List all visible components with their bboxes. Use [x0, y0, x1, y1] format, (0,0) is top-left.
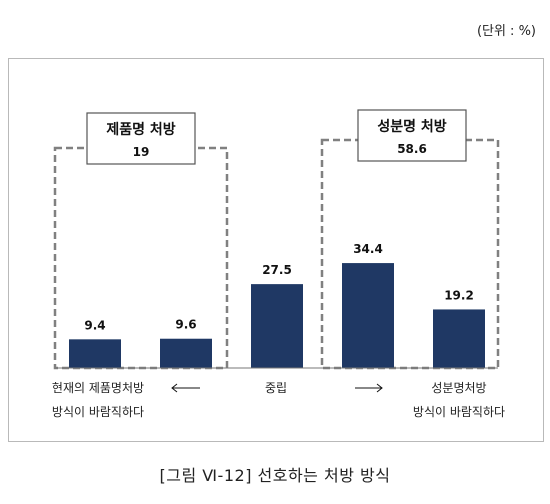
- generic-name-label-box: [357, 109, 467, 162]
- generic-name-total: 58.6: [397, 142, 427, 156]
- unit-label: (단위 : %): [476, 24, 536, 39]
- right-arrow-icon: [355, 383, 383, 393]
- product-name-total: 19: [133, 145, 150, 159]
- product-name-group-box: [53, 146, 229, 370]
- bar-value-label-4: 19.2: [444, 288, 474, 302]
- xtick-label-left-1: 현재의 제품명처방: [52, 381, 144, 395]
- xtick-label-right-2: 방식이 바람직하다: [413, 405, 505, 419]
- xtick-label-center: 중립: [265, 381, 287, 395]
- bars-layer: 9.4 9.6 27.5 34.4 19.2: [69, 242, 485, 368]
- bar-2: [251, 284, 303, 368]
- product-name-label-box: [86, 112, 196, 165]
- generic-name-label: 성분명 처방: [377, 118, 446, 135]
- figure-caption: [그림 Ⅵ-12] 선호하는 처방 방식: [159, 466, 391, 485]
- xtick-label-right-1: 성분명처방: [431, 381, 486, 395]
- xtick-label-left-2: 방식이 바람직하다: [52, 405, 144, 419]
- bar-1: [160, 338, 212, 368]
- bar-3: [342, 263, 394, 368]
- bar-0: [69, 339, 121, 368]
- bar-value-label-0: 9.4: [84, 318, 105, 332]
- bar-4: [433, 309, 485, 368]
- bar-value-label-1: 9.6: [175, 318, 196, 332]
- product-name-label: 제품명 처방: [106, 121, 175, 138]
- bar-value-label-3: 34.4: [353, 242, 383, 256]
- bar-value-label-2: 27.5: [262, 263, 292, 277]
- left-arrow-icon: [171, 383, 200, 393]
